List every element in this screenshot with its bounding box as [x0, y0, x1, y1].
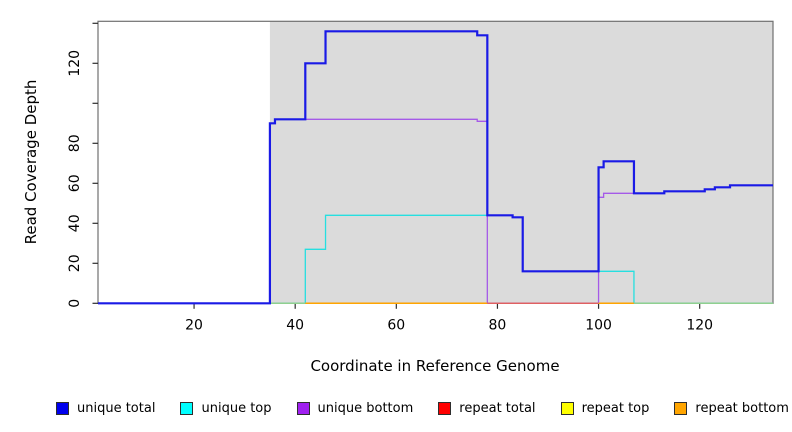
x-axis-title: Coordinate in Reference Genome [310, 357, 560, 375]
legend-item-repeat-bottom: repeat bottom [674, 400, 789, 416]
x-tick-label: 100 [585, 317, 612, 333]
y-tick-label: 0 [67, 299, 83, 308]
y-tick-label: 60 [67, 174, 83, 192]
legend-swatch-icon [560, 401, 574, 415]
legend-swatch-icon [296, 401, 310, 415]
legend-label: unique total [77, 400, 156, 416]
legend-label: repeat top [581, 400, 650, 416]
y-tick-label: 80 [67, 134, 83, 152]
x-tick-label: 80 [489, 317, 507, 333]
legend-item-unique-bottom: unique bottom [296, 400, 414, 416]
x-tick-label: 20 [185, 317, 203, 333]
x-tick-label: 120 [686, 317, 713, 333]
shaded-region [269, 21, 773, 304]
legend-swatch-icon [674, 401, 688, 415]
legend-swatch-icon [180, 401, 194, 415]
series-line-unique-total [98, 30, 773, 305]
x-tick-label: 40 [286, 317, 304, 333]
legend-swatch-icon [56, 401, 69, 415]
y-tick-label: 40 [67, 214, 83, 232]
legend-label: unique top [201, 400, 272, 416]
x-tick-label: 60 [387, 317, 405, 333]
y-tick-label: 120 [67, 50, 83, 77]
chart-legend: unique total unique top unique bottom repea… [56, 398, 789, 418]
legend-item-unique-top: unique top [180, 400, 272, 416]
legend-item-repeat-total: repeat total [438, 400, 536, 416]
legend-item-repeat-top: repeat top [560, 400, 650, 416]
legend-item-unique-total: unique total [56, 400, 156, 416]
legend-swatch-icon [438, 401, 452, 415]
legend-label: repeat bottom [695, 400, 789, 416]
y-tick-label: 20 [67, 254, 83, 272]
y-axis-title: Read Coverage Depth [22, 79, 40, 245]
legend-label: repeat total [459, 400, 536, 416]
legend-label: unique bottom [317, 400, 414, 416]
